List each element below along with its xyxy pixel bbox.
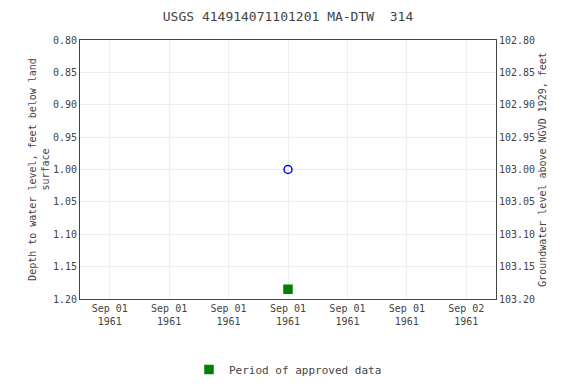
svg-text:1.10: 1.10 (53, 229, 77, 240)
svg-text:1.20: 1.20 (53, 294, 77, 305)
svg-text:0.80: 0.80 (53, 35, 77, 46)
svg-text:102.90: 102.90 (499, 99, 535, 110)
svg-text:Sep 011961: Sep 011961 (151, 303, 187, 327)
svg-text:Sep 011961: Sep 011961 (270, 303, 306, 327)
svg-text:103.10: 103.10 (499, 229, 535, 240)
svg-text:102.95: 102.95 (499, 132, 535, 143)
svg-text:Sep 011961: Sep 011961 (329, 303, 365, 327)
svg-text:103.05: 103.05 (499, 196, 535, 207)
svg-text:Depth to water level, feet bel: Depth to water level, feet below landsur… (27, 58, 51, 281)
svg-text:103.20: 103.20 (499, 294, 535, 305)
svg-text:Period of approved data: Period of approved data (229, 364, 381, 377)
svg-text:102.80: 102.80 (499, 35, 535, 46)
svg-text:0.95: 0.95 (53, 132, 77, 143)
svg-text:1.05: 1.05 (53, 196, 77, 207)
svg-text:Sep 011961: Sep 011961 (211, 303, 247, 327)
svg-text:1.15: 1.15 (53, 261, 77, 272)
svg-text:103.15: 103.15 (499, 261, 535, 272)
svg-text:1.00: 1.00 (53, 164, 77, 175)
svg-text:USGS 414914071101201 MA-DTW 3: USGS 414914071101201 MA-DTW 314 (163, 9, 414, 24)
svg-text:102.85: 102.85 (499, 67, 535, 78)
svg-text:Sep 011961: Sep 011961 (92, 303, 128, 327)
svg-text:103.00: 103.00 (499, 164, 535, 175)
svg-text:Sep 011961: Sep 011961 (389, 303, 425, 327)
svg-text:Groundwater level above NGVD 1: Groundwater level above NGVD 1929, feet (537, 52, 548, 287)
svg-text:0.85: 0.85 (53, 67, 77, 78)
svg-text:Sep 021961: Sep 021961 (448, 303, 484, 327)
svg-text:0.90: 0.90 (53, 99, 77, 110)
